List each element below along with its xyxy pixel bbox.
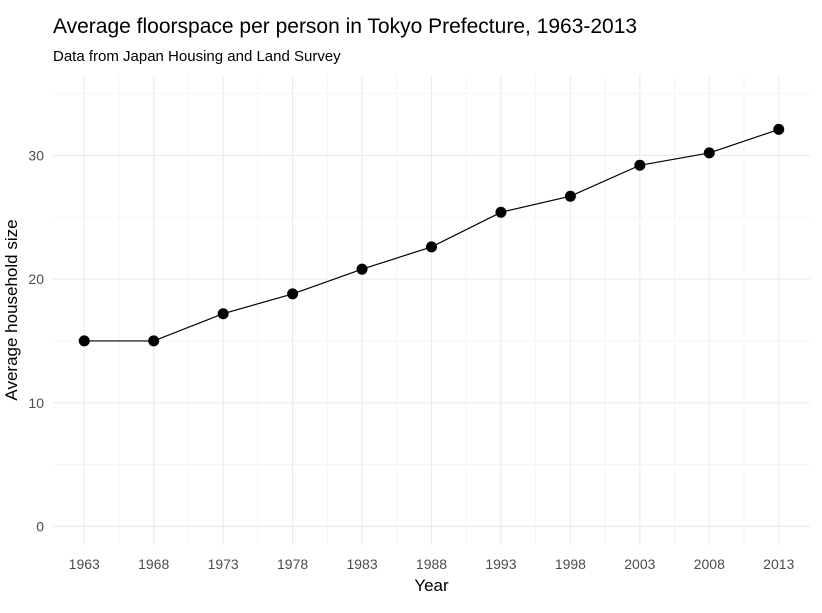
chart-title: Average floorspace per person in Tokyo P… <box>53 15 638 38</box>
x-tick-label: 1998 <box>555 556 586 572</box>
data-point <box>634 159 646 171</box>
x-axis-title: Year <box>414 576 449 595</box>
x-axis-tick-labels: 1963 1968 1973 1978 1983 1988 1993 1998 2003 2008… <box>69 556 795 572</box>
x-tick-label: 2003 <box>624 556 655 572</box>
y-axis-tick-labels: 0 10 20 30 <box>28 147 44 534</box>
series-points-group <box>78 123 785 347</box>
y-axis-title: Average household size <box>2 219 21 400</box>
y-tick-label: 10 <box>28 395 44 411</box>
x-tick-label: 1988 <box>416 556 447 572</box>
x-tick-label: 2008 <box>694 556 725 572</box>
data-point <box>495 206 507 218</box>
data-point <box>564 190 576 202</box>
data-point <box>148 335 160 347</box>
data-point <box>78 335 90 347</box>
y-tick-label: 20 <box>28 271 44 287</box>
y-tick-label: 30 <box>28 147 44 163</box>
x-tick-label: 2013 <box>763 556 794 572</box>
data-point <box>217 308 229 320</box>
data-point <box>356 263 368 275</box>
data-point <box>773 123 785 135</box>
x-tick-label: 1983 <box>346 556 377 572</box>
data-point <box>703 147 715 159</box>
chart-subtitle: Data from Japan Housing and Land Survey <box>53 48 341 65</box>
y-tick-label: 0 <box>36 518 44 534</box>
data-point <box>287 288 299 300</box>
x-tick-label: 1993 <box>485 556 516 572</box>
x-tick-label: 1973 <box>208 556 239 572</box>
x-tick-label: 1978 <box>277 556 308 572</box>
x-tick-label: 1963 <box>69 556 100 572</box>
x-tick-label: 1968 <box>138 556 169 572</box>
data-point <box>426 241 437 253</box>
major-gridlines <box>53 75 810 545</box>
